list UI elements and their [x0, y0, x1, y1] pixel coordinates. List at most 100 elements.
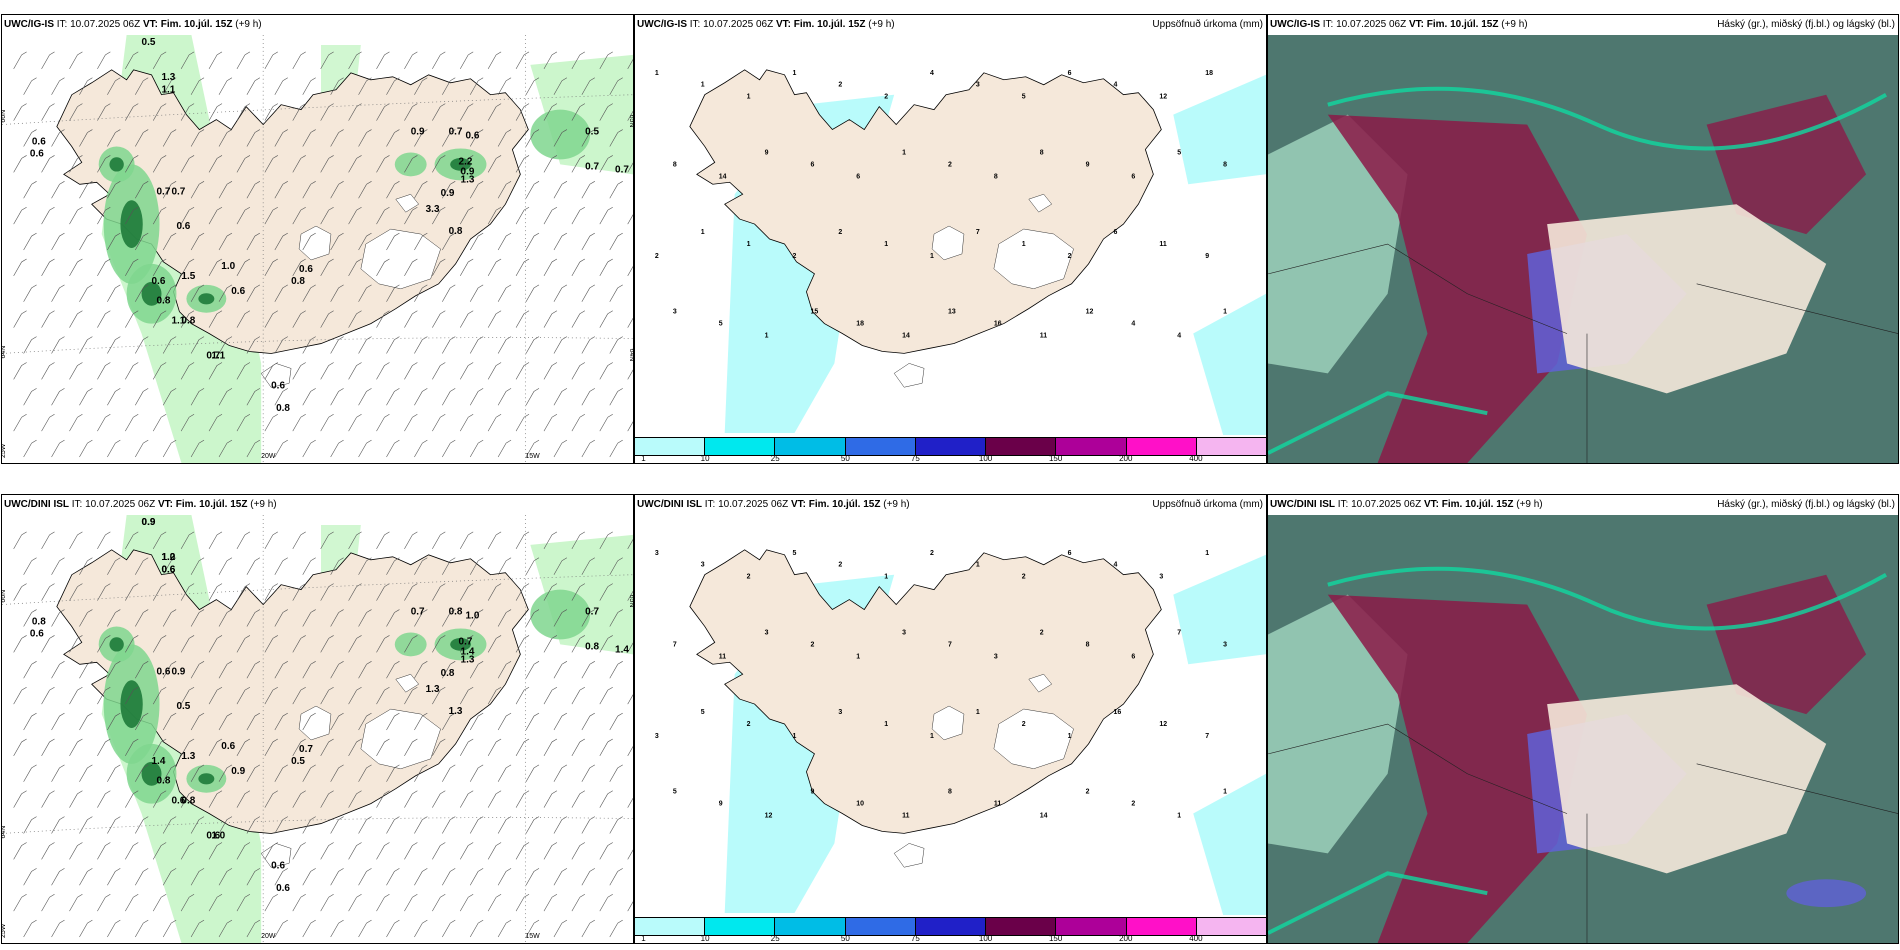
- it-label: IT:: [1322, 19, 1334, 30]
- value-label: 0.6: [157, 666, 171, 677]
- value-label: 0.6: [221, 741, 235, 752]
- value-label: 4: [1131, 321, 1135, 328]
- precip-core: [198, 293, 215, 305]
- value-labels: 0.51.31.10.60.60.90.7 0.70.61.00.6 1.50.80…: [30, 37, 629, 414]
- value-label: 6: [1068, 70, 1072, 77]
- value-label: 0.6: [271, 380, 285, 391]
- value-label: 0.5: [142, 37, 156, 48]
- glacier: [298, 705, 332, 741]
- value-label: 6: [1068, 550, 1072, 557]
- value-label: 0.7: [299, 744, 313, 755]
- value-label: 0.7: [206, 350, 220, 361]
- value-label: 0.6: [30, 628, 44, 639]
- vt-label: VT:: [157, 499, 173, 510]
- value-label: 12: [765, 812, 773, 819]
- value-label: 2: [793, 253, 797, 260]
- value-label: 11: [994, 801, 1001, 808]
- borders: [1268, 723, 1898, 943]
- panel-title: Uppsöfnuð úrkoma (mm): [1152, 19, 1263, 30]
- map-area[interactable]: [1268, 35, 1898, 463]
- lat-label: 66N: [2, 590, 7, 603]
- it-label: IT:: [1337, 499, 1349, 510]
- value-label: 1: [1068, 733, 1072, 740]
- colorbar-tick-label: 1: [641, 454, 646, 463]
- colorbar-swatch: [845, 918, 916, 935]
- lon-label: 20W: [261, 453, 276, 460]
- cloud-cover-map: [1268, 35, 1898, 463]
- value-label: 12: [1159, 721, 1167, 728]
- colorbar-swatch: [1196, 438, 1266, 455]
- cloud-thin: [1268, 594, 1408, 854]
- value-label: 0.6: [271, 860, 285, 871]
- value-label: 2: [838, 229, 842, 236]
- colorbar-ticks: 1 10 25 50 75 100 150 200 400: [635, 454, 1266, 463]
- cloud-free-land: [1547, 204, 1827, 394]
- vt-value: Fim. 10.júl. 15Z: [160, 19, 233, 30]
- vt-value: Fim. 10.júl. 15Z: [1426, 19, 1499, 30]
- value-label: 0.6: [276, 883, 290, 894]
- value-label: 1: [1223, 309, 1227, 316]
- value-label: 7: [948, 641, 952, 648]
- accum-area: [1173, 74, 1266, 185]
- value-label: 9: [1086, 161, 1090, 168]
- colorbar-tick-label: 50: [840, 934, 850, 943]
- colorbar-tick-label: 25: [770, 454, 780, 463]
- value-label: 0.6: [299, 264, 313, 275]
- value-label: 5: [673, 789, 677, 796]
- panel-ig-cloud: UWC/IG-IS IT: 10.07.2025 06Z VT: Fim. 10…: [1267, 14, 1899, 464]
- colorbar-tick-label: 200: [1119, 934, 1133, 943]
- glacier: [993, 708, 1074, 769]
- map-area[interactable]: 20W 15W 66N 64N 25W 65N 0.9 1.0 0.6 0.8 0.6 0.7 0.6 0…: [2, 515, 633, 943]
- colorbar-tick-label: 100: [978, 454, 993, 463]
- value-label: 1.3: [461, 174, 475, 185]
- value-label: 0.6: [171, 796, 185, 807]
- value-label: 0.7: [615, 164, 629, 175]
- value-label: 0.9: [142, 517, 156, 528]
- value-label: 3: [765, 629, 769, 636]
- value-label: 1.1: [161, 85, 175, 96]
- value-label: 5: [701, 709, 705, 716]
- value-label: 1.3: [449, 706, 463, 717]
- colorbar-swatch: [1196, 918, 1266, 935]
- coastline-group: [689, 549, 1162, 868]
- panel-title: Uppsöfnuð úrkoma (mm): [1152, 499, 1263, 510]
- value-label: 1: [884, 241, 888, 248]
- value-label: 1.2: [161, 552, 175, 563]
- map-area[interactable]: 20W 15W 66N 64N 25W 65N 64N 0.5 1.3 1.1 0.6 0.6 0.9 0…: [2, 35, 633, 463]
- value-label: 1.3: [461, 654, 475, 665]
- coastline-group: [689, 69, 1162, 388]
- value-label: 1.0: [221, 261, 235, 272]
- glacier: [395, 673, 420, 693]
- value-label: 5: [793, 550, 797, 557]
- accum-area: [1193, 773, 1266, 915]
- value-label: 2: [1086, 789, 1090, 796]
- value-label: 6: [1131, 653, 1135, 660]
- model-name: UWC/IG-IS: [637, 19, 687, 30]
- precip-core: [120, 680, 143, 729]
- map-area[interactable]: [1268, 515, 1898, 943]
- precip-core: [141, 761, 162, 786]
- lat-label: 25W: [2, 443, 7, 458]
- colorbar-swatch: [1126, 438, 1197, 455]
- glacier: [931, 225, 965, 261]
- colorbar-swatch: [635, 918, 706, 935]
- model-name: UWC/DINI ISL: [4, 499, 69, 510]
- value-label: 0.7: [411, 607, 425, 618]
- vt-value: Fim. 10.júl. 15Z: [175, 499, 248, 510]
- glacier: [931, 705, 965, 741]
- value-label: 0.7: [459, 636, 473, 647]
- lat-label: 66N: [2, 110, 7, 123]
- lat-label: 64N: [2, 346, 7, 359]
- value-label: 1.0: [466, 611, 480, 622]
- map-area[interactable]: 3 3 2 5 2 1 2 1 2 6 4 3 1 7 11 3 2 1 3 7 3 2 8 6 7 3 3 5 2 1 3 1 1 1 2 1 16 1…: [635, 515, 1266, 915]
- value-label: 1: [930, 733, 934, 740]
- value-label: 9: [810, 789, 814, 796]
- map-area[interactable]: 1 1 1 1 2 2 4 3 5 6 4 12 18 8 14 9 6 6 1 2 8 8 9 6 5 8 2 1 1 2 2 1 1 7 1 2 6…: [635, 35, 1266, 435]
- colorbar-swatch: [845, 438, 916, 455]
- value-label: 3: [655, 733, 659, 740]
- graticule: [2, 515, 633, 943]
- value-label: 0.8: [449, 607, 463, 618]
- vt-value: Fim. 10.júl. 15Z: [808, 499, 881, 510]
- vt-value: Fim. 10.júl. 15Z: [1441, 499, 1514, 510]
- wind-barbs: [13, 51, 633, 458]
